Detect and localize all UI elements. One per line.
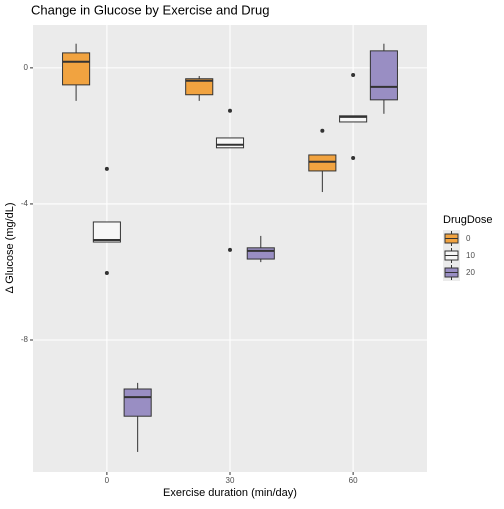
box: [246, 247, 275, 260]
y-tick-label: 0: [24, 63, 29, 72]
outlier: [320, 128, 325, 133]
box: [215, 137, 245, 149]
box: [339, 115, 368, 123]
legend-title: DrugDose: [443, 214, 493, 226]
x-axis-label: Exercise duration (min/day): [163, 487, 297, 499]
outlier: [104, 270, 109, 275]
legend-label: 20: [466, 268, 475, 277]
outlier: [228, 108, 232, 113]
x-tick-label: 0: [105, 476, 110, 485]
legend-label: 0: [466, 234, 471, 243]
outlier: [104, 166, 109, 171]
box: [123, 388, 152, 417]
box: [185, 78, 214, 96]
legend-label: 10: [466, 251, 475, 260]
y-tick-label: -4: [21, 199, 29, 208]
outlier: [351, 156, 356, 161]
box: [92, 221, 121, 243]
chart-title: Change in Glucose by Exercise and Drug: [31, 2, 269, 17]
y-tick-label: -8: [21, 335, 29, 344]
x-tick-label: 60: [349, 476, 358, 485]
outlier: [228, 247, 232, 252]
box: [308, 154, 337, 172]
y-axis-label: Δ Glucose (mg/dL): [4, 202, 16, 293]
box: [369, 50, 398, 101]
outlier: [351, 73, 356, 78]
x-tick-label: 30: [226, 476, 235, 485]
box: [62, 52, 91, 86]
